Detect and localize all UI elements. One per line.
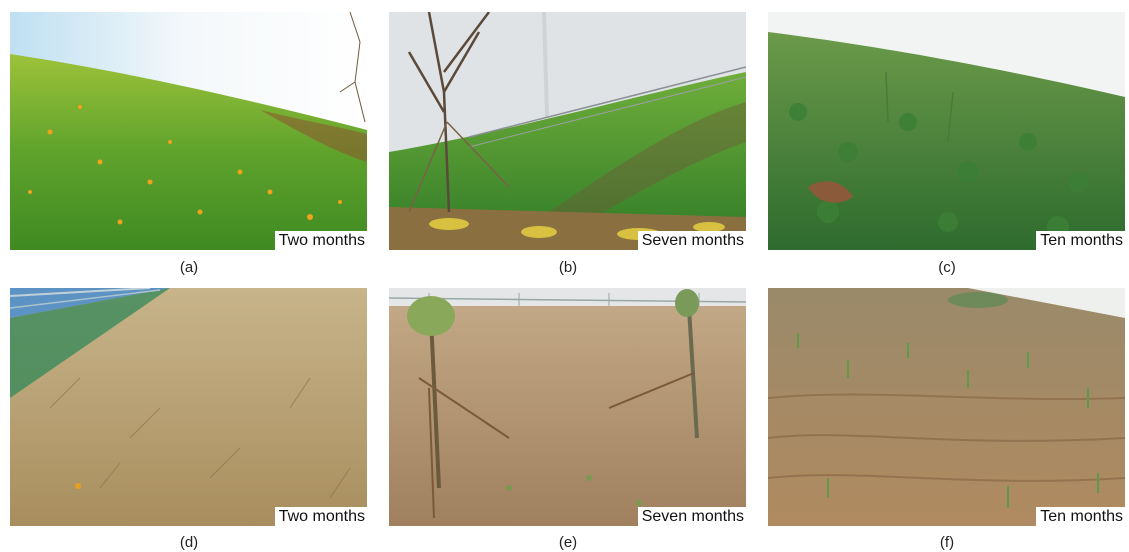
photo-panel-f: Ten months [768, 288, 1125, 526]
time-label: Two months [274, 507, 367, 526]
photo-panel-b: Seven months [389, 12, 746, 250]
photo-green-slope-tree [389, 12, 746, 250]
time-label: Seven months [637, 231, 746, 250]
photo-panel-e: Seven months [389, 288, 746, 526]
photo-dry-grass-slope [10, 288, 367, 526]
time-label: Ten months [1036, 231, 1125, 250]
panel-caption: (f) [939, 534, 955, 551]
panel-caption: (e) [558, 534, 578, 551]
panel-caption: (c) [938, 259, 956, 276]
time-label: Two months [274, 231, 367, 250]
photo-dense-ground-cover [768, 12, 1125, 250]
panel-caption: (d) [179, 534, 199, 551]
time-label: Seven months [637, 507, 746, 526]
photo-panel-c: Ten months [768, 12, 1125, 250]
panel-caption: (a) [179, 259, 199, 276]
photo-eroded-slope-seedlings [768, 288, 1125, 526]
photo-panel-d: Two months [10, 288, 367, 526]
photo-bare-slope-saplings [389, 288, 746, 526]
photo-green-grass-slope [10, 12, 367, 250]
photo-panel-a: Two months [10, 12, 367, 250]
time-label: Ten months [1036, 507, 1125, 526]
panel-caption: (b) [558, 259, 578, 276]
